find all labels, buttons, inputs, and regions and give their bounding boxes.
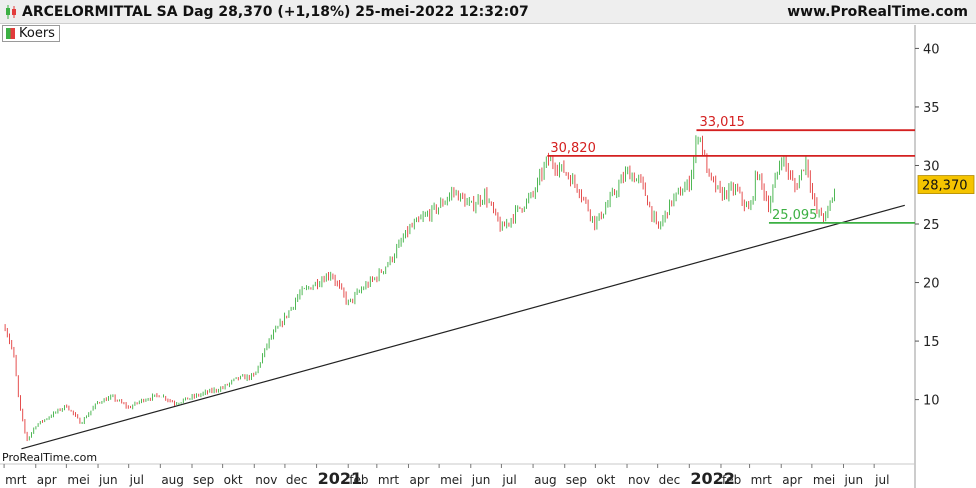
grid bbox=[0, 25, 916, 488]
y-tick-label: 15 bbox=[923, 335, 940, 350]
y-axis: 10 15 20 25 30 35 40 28,370 bbox=[915, 42, 975, 409]
x-tick-label: mei bbox=[440, 473, 462, 487]
x-tick-label: jun bbox=[98, 473, 118, 487]
y-tick-label: 20 bbox=[923, 277, 940, 292]
x-tick-label: jun bbox=[471, 473, 491, 487]
x-tick-label: sep bbox=[566, 473, 587, 487]
x-tick-label: apr bbox=[37, 473, 57, 487]
x-tick-label: jul bbox=[874, 473, 889, 487]
site-link[interactable]: www.ProRealTime.com bbox=[787, 4, 968, 20]
y-tick-label: 10 bbox=[923, 394, 940, 409]
x-tick-label: nov bbox=[255, 473, 277, 487]
watermark: ProRealTime.com bbox=[2, 451, 98, 464]
trendline bbox=[21, 204, 905, 450]
support-trendline bbox=[21, 204, 905, 450]
level-label: 25,095 bbox=[772, 208, 818, 223]
y-tick-label: 25 bbox=[923, 218, 940, 233]
x-tick-label: jul bbox=[501, 473, 516, 487]
x-tick-label: sep bbox=[193, 473, 214, 487]
x-tick-label: aug bbox=[161, 473, 184, 487]
x-tick-label: feb bbox=[722, 473, 741, 487]
last-price-label: 28,370 bbox=[922, 179, 968, 194]
y-tick-label: 35 bbox=[923, 101, 940, 116]
x-tick-label: mei bbox=[67, 473, 89, 487]
x-tick-label: jul bbox=[129, 473, 144, 487]
last-price-tag bbox=[917, 175, 975, 194]
x-tick-label: okt bbox=[224, 473, 243, 487]
level-label: 30,820 bbox=[550, 141, 596, 156]
x-tick-label: mrt bbox=[5, 473, 27, 487]
candles bbox=[4, 135, 835, 442]
x-tick-label: dec bbox=[659, 473, 681, 487]
x-tick-label: dec bbox=[286, 473, 308, 487]
price-levels: 33,015 30,820 25,095 bbox=[547, 115, 915, 224]
x-tick-label: feb bbox=[349, 473, 368, 487]
legend-label: Koers bbox=[19, 26, 55, 41]
title-bar: ARCELORMITTAL SA Dag 28,370 (+1,18%) 25-… bbox=[0, 0, 976, 24]
legend-swatch-icon bbox=[6, 28, 15, 39]
x-tick-label: mrt bbox=[751, 473, 773, 487]
y-tick-label: 40 bbox=[923, 42, 940, 57]
x-tick-label: 2022 bbox=[690, 469, 735, 488]
x-tick-label: apr bbox=[409, 473, 429, 487]
x-tick-label: mei bbox=[813, 473, 835, 487]
x-tick-label: nov bbox=[628, 473, 650, 487]
chart-title: ARCELORMITTAL SA Dag 28,370 (+1,18%) 25-… bbox=[22, 4, 529, 20]
level-label: 33,015 bbox=[699, 115, 745, 130]
x-tick-label: aug bbox=[534, 473, 557, 487]
x-tick-label: apr bbox=[782, 473, 802, 487]
y-tick-label: 30 bbox=[923, 159, 940, 174]
x-tick-label: mrt bbox=[378, 473, 400, 487]
x-tick-label: 2021 bbox=[318, 469, 363, 488]
series-legend[interactable]: Koers bbox=[2, 25, 60, 42]
candlestick-icon bbox=[6, 5, 16, 19]
x-tick-label: okt bbox=[596, 473, 615, 487]
x-tick-label: jun bbox=[844, 473, 864, 487]
